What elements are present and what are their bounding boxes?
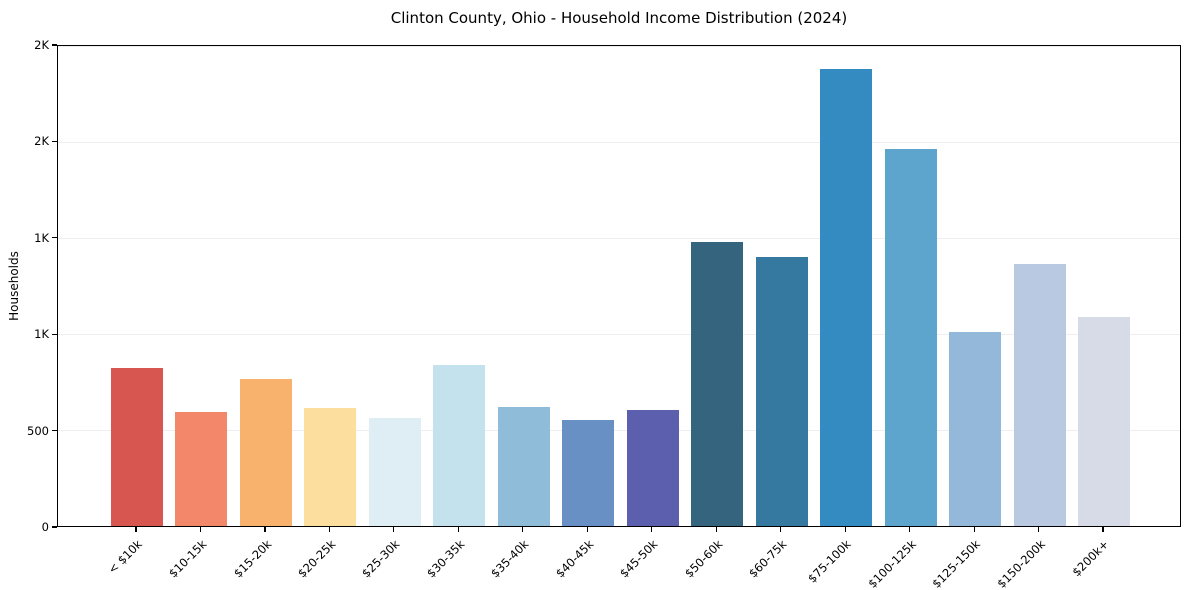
bar--25-30k	[368, 417, 421, 526]
x-tick-mark	[522, 527, 524, 532]
gridline	[58, 334, 1180, 335]
bar--20-25k	[304, 408, 357, 526]
bar--40-45k	[562, 419, 615, 526]
bar--10k	[111, 368, 163, 526]
x-tick-mark	[328, 527, 330, 532]
chart-title: Clinton County, Ohio - Household Income …	[390, 9, 848, 27]
x-tick-mark	[135, 527, 137, 532]
y-tick-mark	[52, 526, 57, 528]
y-tick-mark	[52, 237, 57, 239]
x-tick-mark	[844, 527, 846, 532]
y-tick-label: 2K	[34, 134, 49, 149]
bar--45-50k	[626, 410, 679, 526]
bar--125-150k	[949, 332, 1002, 526]
y-tick-label: 0	[41, 520, 49, 534]
y-axis-label: Households	[7, 251, 21, 321]
y-tick-label: 2K	[34, 38, 49, 52]
plot-area	[57, 45, 1181, 527]
x-tick-mark	[264, 527, 266, 532]
y-tick-mark	[52, 44, 57, 46]
y-tick-label: 1K	[34, 327, 49, 342]
bar--75-100k	[820, 68, 873, 526]
bar--200k-	[1078, 316, 1131, 526]
x-tick-mark	[457, 527, 459, 532]
bar--15-20k	[239, 378, 292, 526]
x-tick-mark	[586, 527, 588, 532]
bar--10-15k	[175, 411, 228, 526]
x-tick-mark	[1037, 527, 1040, 532]
x-tick-mark	[715, 527, 717, 532]
x-tick-mark	[393, 527, 395, 532]
bar--100-125k	[884, 148, 937, 526]
y-tick-label: 500	[27, 423, 49, 438]
bar--150-200k	[1013, 263, 1066, 526]
x-tick-mark	[909, 527, 911, 532]
y-tick-mark	[52, 140, 57, 142]
bar--30-35k	[433, 364, 486, 526]
bar--60-75k	[755, 257, 808, 526]
y-tick-mark	[52, 430, 57, 432]
x-tick-mark	[973, 527, 975, 532]
gridline	[58, 142, 1180, 143]
bar--50-60k	[691, 241, 744, 526]
x-tick-mark	[1102, 527, 1104, 532]
y-tick-label: 1K	[34, 230, 49, 245]
bar--35-40k	[497, 407, 550, 526]
y-tick-mark	[52, 333, 57, 335]
gridline	[58, 46, 1180, 47]
x-tick-mark	[651, 527, 653, 532]
gridline	[58, 430, 1180, 431]
gridline	[58, 238, 1180, 239]
x-tick-mark	[199, 527, 202, 532]
x-tick-mark	[780, 527, 782, 532]
